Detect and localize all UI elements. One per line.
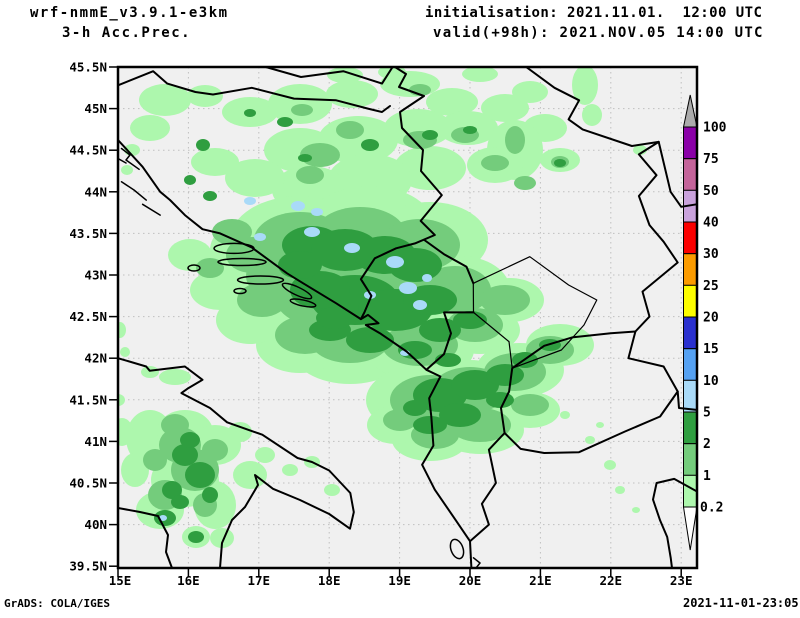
colorbar-label: 2 — [703, 437, 711, 452]
colorbar-block — [683, 221, 698, 255]
colorbar-block — [683, 253, 698, 286]
border-serbia-drina — [359, 67, 443, 321]
colorbar-label: 20 — [703, 311, 719, 326]
lat-tick-label: 40N — [84, 517, 107, 532]
colorbar-label: 10 — [703, 374, 719, 389]
border-north-macedonia — [500, 330, 679, 454]
colorbar-block — [683, 443, 698, 476]
lon-tick-label: 20E — [459, 573, 482, 588]
lat-tick-marks — [109, 66, 118, 567]
coastline-adriatic-east — [118, 139, 473, 568]
colorbar-label: 25 — [703, 279, 719, 294]
coastline-italy — [118, 357, 355, 568]
lat-tick-label: 41N — [84, 434, 107, 449]
border-slovenia-sava — [118, 70, 391, 113]
colorbar-label: 100 — [703, 121, 727, 136]
border-danube-ro-bg — [657, 140, 697, 208]
coastline-italy-tyrrhenian — [118, 507, 173, 568]
model-title: wrf-nmmE_v3.9.1-e3km — [30, 5, 229, 21]
colorbar — [682, 94, 698, 551]
colorbar-block — [683, 411, 698, 445]
lon-tick-label: 16E — [177, 573, 200, 588]
lon-tick-label: 18E — [318, 573, 341, 588]
lon-tick-label: 15E — [109, 573, 132, 588]
lon-tick-label: 17E — [248, 573, 271, 588]
border-drava-hungary — [264, 67, 394, 85]
precipitation-field — [118, 67, 647, 548]
lon-axis: 15E 16E 17E 18E 19E 20E 21E 22E 23E — [109, 568, 693, 588]
grads-credit: GrADS: COLA/IGES — [4, 597, 110, 610]
lon-tick-label: 23E — [670, 573, 693, 588]
border-serbia-bulgaria — [634, 140, 679, 333]
border-albania-greece — [469, 432, 506, 543]
colorbar-label: 15 — [703, 342, 719, 357]
lat-tick-label: 44.5N — [69, 143, 107, 158]
lon-tick-label: 22E — [600, 573, 623, 588]
precip-layer-5mm — [159, 197, 432, 521]
colorbar-block — [683, 348, 698, 381]
lat-tick-label: 45N — [84, 101, 107, 116]
lat-tick-label: 42N — [84, 351, 107, 366]
coastline-corfu-greece — [472, 557, 481, 568]
colorbar-label: 1 — [703, 469, 711, 484]
map-frame — [116, 65, 699, 570]
colorbar-block — [683, 284, 698, 318]
colorbar-min-label: 0.2 — [700, 501, 723, 516]
colorbar-label: 75 — [703, 152, 719, 167]
coastlines-borders — [118, 67, 697, 568]
colorbar-block — [683, 316, 698, 350]
border-greece-bulgaria — [676, 390, 697, 411]
lat-tick-label: 39.5N — [69, 559, 107, 574]
lat-tick-label: 43N — [84, 268, 107, 283]
colorbar-labels: 100 75 50 40 30 25 20 15 10 5 2 1 0.2 — [700, 121, 727, 516]
lat-tick-label: 41.5N — [69, 392, 107, 407]
colorbar-label: 30 — [703, 247, 719, 262]
lat-tick-label: 43.5N — [69, 226, 107, 241]
colorbar-block — [683, 126, 698, 160]
border-montenegro-serbia — [423, 239, 475, 285]
colorbar-block — [683, 379, 698, 413]
lon-tick-label: 19E — [388, 573, 411, 588]
border-montenegro-albania — [425, 311, 475, 371]
lat-tick-label: 40.5N — [69, 476, 107, 491]
colorbar-underflow-arrow — [682, 506, 698, 551]
colorbar-label: 5 — [703, 406, 711, 421]
init-time-label: initialisation: 2021.11.01. 12:00 UTC — [425, 5, 763, 21]
croatian-islands — [118, 147, 317, 308]
colorbar-label: 50 — [703, 184, 719, 199]
coastline-aegean — [652, 477, 697, 568]
colorbar-label: 40 — [703, 216, 719, 231]
lat-tick-label: 45.5N — [69, 60, 107, 75]
island-corfu — [449, 538, 465, 560]
valid-time-label: valid(+98h): 2021.NOV.05 14:00 UTC — [433, 25, 764, 41]
lat-tick-label: 42.5N — [69, 309, 107, 324]
lat-tick-label: 44N — [84, 184, 107, 199]
colorbar-block — [683, 158, 698, 191]
lon-tick-label: 21E — [529, 573, 552, 588]
lat-axis: 45.5N 45N 44.5N 44N 43.5N 43N 42.5N 42N … — [69, 60, 118, 574]
lon-tick-marks — [117, 568, 682, 577]
creation-timestamp: 2021-11-01-23:05 — [683, 596, 799, 610]
border-serbia-romania — [525, 67, 660, 147]
product-title: 3-h Acc.Prec. — [62, 25, 192, 41]
